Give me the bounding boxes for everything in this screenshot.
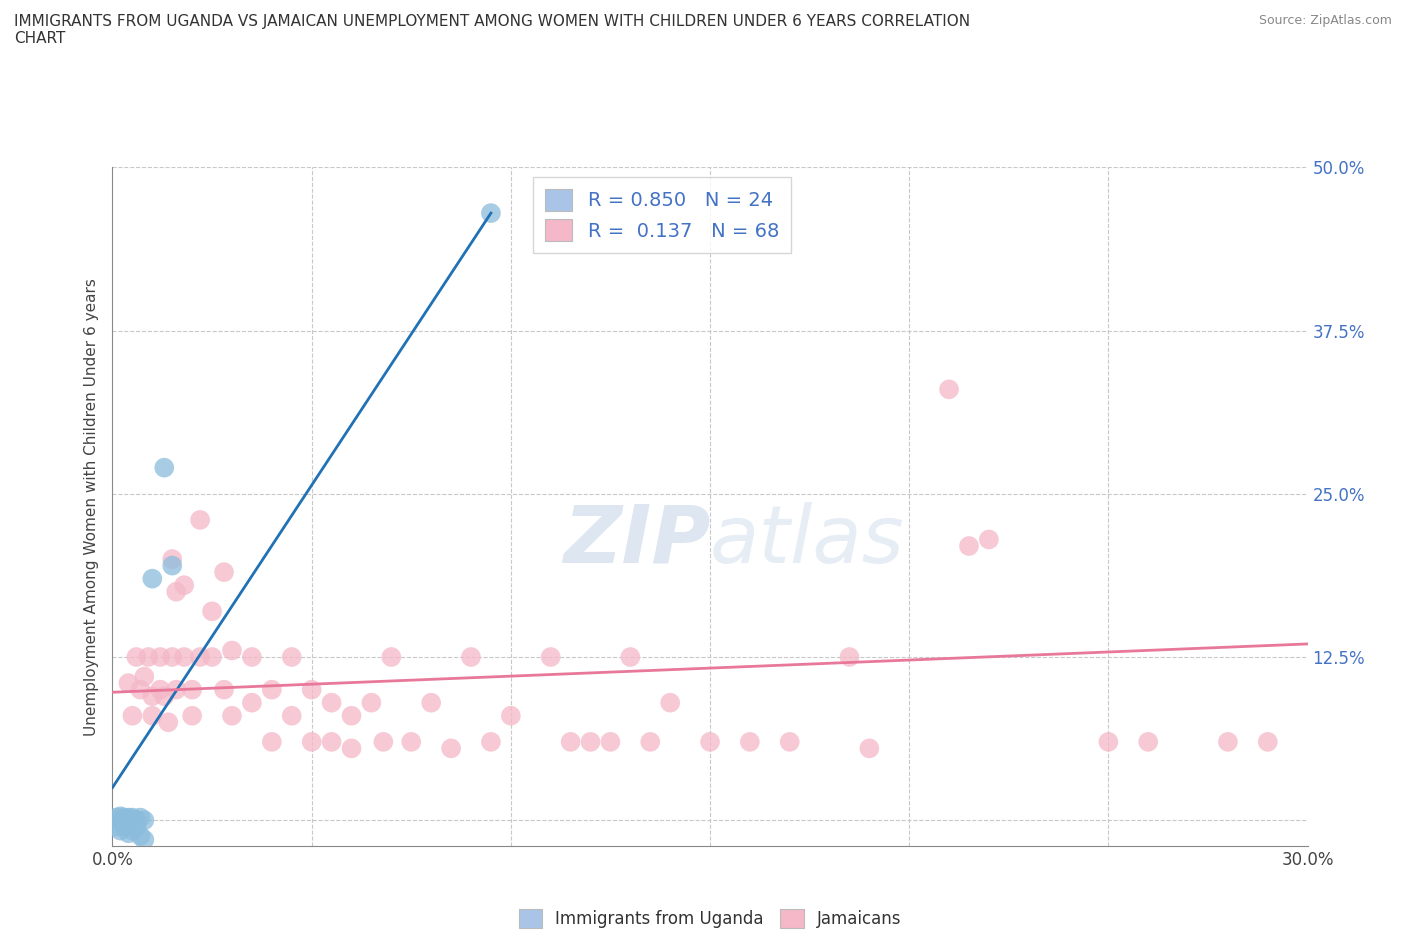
Point (129, 683, 152, 698)
Point (121, 813, 143, 828)
Point (301, 735, 323, 750)
Point (1137, 735, 1160, 750)
Point (240, 696, 263, 711)
Point (141, 689, 163, 704)
Point (188, 649, 211, 664)
Point (240, 649, 263, 664)
Point (540, 649, 562, 664)
Point (117, 813, 139, 828)
Legend: Immigrants from Uganda, Jamaicans: Immigrants from Uganda, Jamaicans (512, 902, 908, 930)
Point (638, 735, 662, 750)
Point (121, 709, 143, 724)
Point (301, 683, 323, 698)
Point (212, 683, 235, 698)
Point (114, 819, 135, 834)
Point (129, 810, 152, 825)
Point (659, 696, 682, 711)
Point (938, 382, 960, 397)
Point (188, 512, 211, 527)
Point (181, 683, 204, 698)
Point (129, 829, 152, 844)
Point (138, 649, 160, 664)
Point (957, 538, 980, 553)
Point (162, 558, 183, 573)
Point (134, 813, 156, 828)
Point (157, 715, 180, 730)
Point (121, 823, 143, 838)
Point (134, 670, 156, 684)
Point (373, 735, 395, 750)
Point (440, 741, 463, 756)
Point (321, 735, 343, 750)
Point (260, 683, 283, 698)
Point (110, 809, 132, 824)
Point (560, 735, 582, 750)
Point (125, 813, 148, 828)
Point (162, 551, 183, 566)
Point (340, 741, 363, 756)
Text: atlas: atlas (710, 502, 905, 579)
Point (579, 735, 602, 750)
Point (1216, 735, 1239, 750)
Point (110, 813, 132, 828)
Point (779, 735, 801, 750)
Point (1097, 735, 1119, 750)
Text: Source: ZipAtlas.com: Source: ZipAtlas.com (1258, 14, 1392, 27)
Point (420, 696, 443, 711)
Point (360, 696, 382, 711)
Point (201, 649, 224, 664)
Point (125, 819, 148, 834)
Point (114, 813, 135, 828)
Point (1257, 735, 1279, 750)
Point (977, 532, 1000, 547)
Point (153, 460, 176, 475)
Point (380, 649, 402, 664)
Point (838, 649, 860, 664)
Point (599, 735, 621, 750)
Point (105, 819, 128, 834)
Point (460, 649, 482, 664)
Point (401, 735, 423, 750)
Point (260, 735, 283, 750)
Point (212, 565, 235, 579)
Point (114, 810, 135, 825)
Point (699, 735, 721, 750)
Point (281, 709, 304, 724)
Point (321, 696, 343, 711)
Point (165, 683, 187, 698)
Point (117, 676, 139, 691)
Point (738, 735, 761, 750)
Point (153, 689, 176, 704)
Point (125, 649, 148, 664)
Point (134, 832, 156, 847)
Point (340, 709, 363, 724)
Point (221, 643, 243, 658)
Point (281, 649, 304, 664)
Point (499, 709, 522, 724)
Point (479, 206, 502, 220)
Point (110, 823, 132, 838)
Point (117, 810, 139, 825)
Point (221, 709, 243, 724)
Point (149, 683, 172, 698)
Point (858, 741, 880, 756)
Point (201, 604, 224, 618)
Point (149, 649, 172, 664)
Text: IMMIGRANTS FROM UGANDA VS JAMAICAN UNEMPLOYMENT AMONG WOMEN WITH CHILDREN UNDER : IMMIGRANTS FROM UGANDA VS JAMAICAN UNEMP… (14, 14, 970, 46)
Point (619, 649, 641, 664)
Point (141, 709, 163, 724)
Point (181, 709, 204, 724)
Point (105, 810, 128, 825)
Point (165, 584, 187, 599)
Point (141, 571, 163, 586)
Point (121, 810, 143, 825)
Y-axis label: Unemployment Among Women with Children Under 6 years: Unemployment Among Women with Children U… (84, 278, 100, 736)
Point (479, 735, 502, 750)
Point (173, 578, 195, 592)
Text: ZIP: ZIP (562, 502, 710, 579)
Point (173, 649, 195, 664)
Point (117, 826, 139, 841)
Point (162, 649, 183, 664)
